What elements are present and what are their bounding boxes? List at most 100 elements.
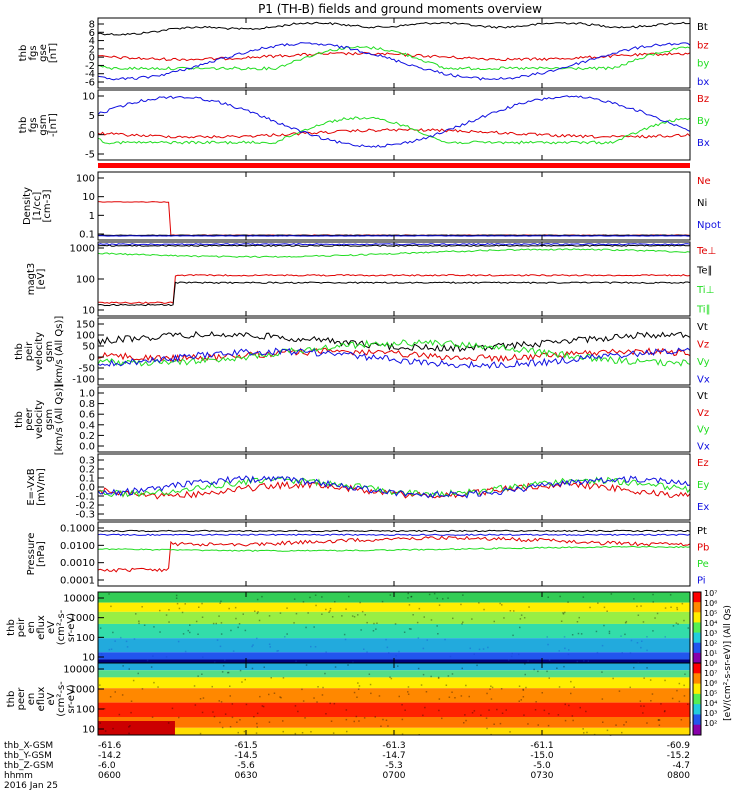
spectrogram-speckle [230,629,232,632]
spectrogram-speckle [202,697,205,699]
spectrogram-speckle [329,702,331,705]
spectrogram-speckle [220,633,223,635]
y-axis-label: gse [38,44,49,62]
spectrogram-speckle [302,601,305,603]
spectrogram-speckle [558,650,560,652]
spectrogram-speckle [99,684,101,686]
spectrogram-band [98,688,690,703]
spectrogram-speckle [184,650,187,653]
spectrogram-speckle [307,612,309,614]
y-tick-label: 0.0001 [60,576,95,587]
spectrogram-speckle [675,622,678,624]
spectrogram-speckle [294,732,297,735]
spectrogram-speckle [568,649,570,651]
spectrogram-speckle [618,690,621,692]
spectrogram-speckle [357,614,359,616]
spectrogram-speckle [424,706,426,709]
spectrogram-speckle [672,625,675,627]
spectrogram-speckle [385,719,388,721]
spectrogram-speckle [610,593,613,595]
spectrogram-speckle [356,696,358,698]
spectrogram-speckle [229,726,232,728]
spectrogram-speckle [357,682,359,684]
spectrogram-band [98,721,175,735]
spectrogram-speckle [228,607,230,610]
spectrogram-speckle [664,679,666,682]
spectrogram-band [98,652,690,660]
spectrogram-speckle [676,689,678,692]
panel-frame [97,453,691,521]
spectrogram-speckle [625,620,628,623]
spectrogram-speckle [321,613,323,615]
spectrogram-speckle [652,601,654,603]
spectrogram-speckle [488,709,490,711]
spectrogram-speckle [224,659,226,662]
spectrogram-speckle [509,731,511,733]
legend-Ti∥: Ti∥ [696,304,711,315]
spectrogram-speckle [664,710,666,712]
spectrogram-speckle [563,636,566,638]
footer-row-label: thb_X-GSM [4,741,53,751]
spectrogram-speckle [286,607,288,609]
spectrogram-speckle [527,723,529,725]
spectrogram-speckle [353,691,356,694]
legend-Vz: Vz [697,339,709,350]
spectrogram-speckle [178,607,181,610]
panel-density: 100 10 1 0.1 Density [1/cc] [cm-3] Ne Ni Npot [22,171,721,241]
colorbar-tick-label: 10⁶ [704,599,717,608]
y-tick-label: 0 [89,353,95,364]
spectrogram-speckle [430,675,432,678]
spectrogram-speckle [606,610,608,612]
spectrogram-speckle [482,648,485,650]
spectrogram-speckle [132,679,135,682]
colorbar-tick-label: 10³ [704,709,717,718]
spectrogram-speckle [201,711,204,714]
trace-peir-velocity-2 [97,339,691,367]
spectrogram-speckle [660,703,662,705]
spectrogram-speckle [114,640,116,642]
y-axis-label: velocity [34,332,45,371]
legend-Vx: Vx [697,374,710,385]
spectrogram-speckle [220,622,223,624]
spectrogram-speckle [636,642,639,644]
spectrogram-speckle [295,612,298,615]
spectrogram-speckle [524,663,526,665]
spectrogram-speckle [236,721,238,723]
footer-value-y: -15.2 [667,751,690,761]
spectrogram-speckle [108,648,111,651]
spectrogram-speckle [324,672,326,675]
y-tick-label: 100 [76,174,95,185]
spectrogram-speckle [623,724,625,726]
spectrogram-speckle [537,724,539,726]
panel-frame [97,171,691,241]
spectrogram-speckle [642,712,644,714]
spectrogram-speckle [120,636,122,639]
footer-value-t: 0700 [383,771,406,781]
spectrogram-speckle [315,604,317,607]
spectrogram-speckle [576,660,579,663]
spectrogram-speckle [253,716,255,718]
spectrogram-speckle [570,692,572,695]
spectrogram-speckle [351,615,354,617]
spectrogram-speckle [177,640,180,643]
spectrogram-speckle [329,607,332,610]
spectrogram-speckle [201,616,204,618]
spectrogram-speckle [417,667,420,670]
colorbar-swatch [693,652,701,664]
y-axis-label: gsm [44,341,55,362]
trace-fgs-gse-1 [98,51,691,62]
spectrogram-speckle [524,673,526,676]
y-axis-label: [1/cc] [32,192,43,221]
spectrogram-speckle [222,665,225,667]
spectrogram-speckle [352,661,354,663]
y-tick-label: 1.0 [79,389,95,400]
spectrogram-speckle [175,594,178,597]
spectrogram-speckle [559,595,561,598]
spectrogram-speckle [314,646,317,648]
spectrogram-speckle [385,638,387,641]
spectrogram-speckle [646,636,648,638]
spectrogram-speckle [408,604,411,606]
spectrogram-speckle [560,620,563,622]
spectrogram-speckle [360,629,362,631]
y-tick-label: 1000 [70,613,95,624]
